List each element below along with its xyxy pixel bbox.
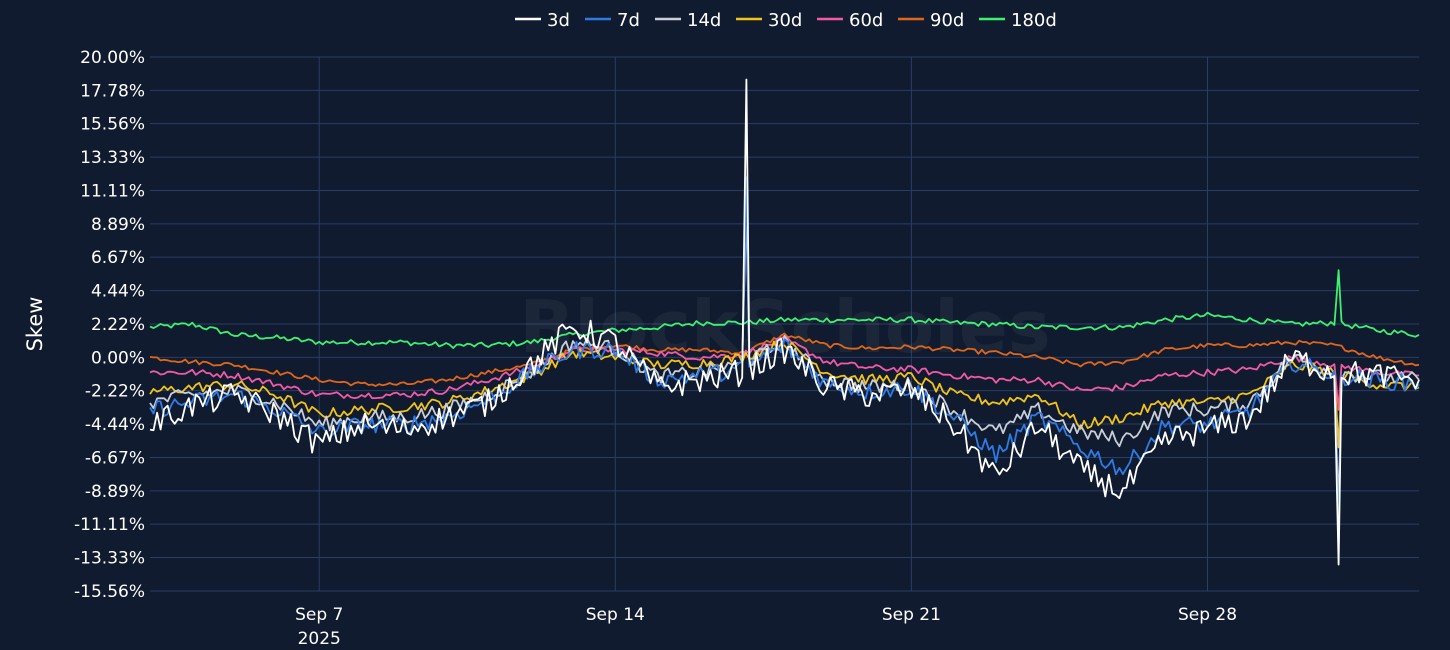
y-tick-label: 15.56%	[80, 115, 145, 135]
series-line-180d	[149, 269, 1420, 349]
y-axis-title: Skew	[23, 297, 47, 352]
series-line-90d	[149, 332, 1420, 387]
watermark: BlockScholes	[519, 285, 1050, 369]
legend-label-30d[interactable]: 30d	[768, 10, 802, 31]
y-tick-label: 17.78%	[80, 81, 145, 101]
y-tick-label: -4.44%	[85, 415, 145, 435]
y-tick-label: 2.22%	[91, 315, 145, 335]
y-axis: 20.00% 17.78% 15.56% 13.33% 11.11% 8.89% 6.67%…	[74, 48, 145, 602]
y-tick-label: 6.67%	[91, 248, 145, 268]
y-tick-label: -15.56%	[74, 582, 145, 602]
y-tick-label: 20.00%	[80, 48, 145, 68]
x-tick-label: Sep 14	[586, 605, 645, 625]
x-tick-label: Sep 21	[882, 605, 941, 625]
y-tick-label: -11.11%	[74, 515, 145, 535]
y-tick-label: -2.22%	[85, 382, 145, 402]
series-lines	[149, 78, 1420, 566]
x-tick-label: Sep 28	[1178, 605, 1237, 625]
grid	[150, 56, 1419, 592]
series-line-30d	[149, 340, 1420, 449]
series-line-3d	[149, 78, 1420, 566]
x-axis: Sep 7 2025 Sep 14 Sep 21 Sep 28	[295, 605, 1237, 649]
y-tick-label: 4.44%	[91, 282, 145, 302]
y-tick-label: -8.89%	[85, 482, 145, 502]
y-tick-label: 11.11%	[80, 182, 145, 202]
x-tick-sublabel: 2025	[298, 629, 341, 649]
y-tick-label: 8.89%	[91, 215, 145, 235]
legend-label-90d[interactable]: 90d	[930, 10, 964, 31]
legend: 3d 7d 14d 30d 60d 90d 180d	[515, 10, 1057, 31]
legend-label-7d[interactable]: 7d	[617, 10, 640, 31]
x-tick-label: Sep 7	[295, 605, 343, 625]
y-tick-label: -6.67%	[85, 449, 145, 469]
legend-label-60d[interactable]: 60d	[849, 10, 883, 31]
y-tick-label: 13.33%	[80, 148, 145, 168]
legend-label-3d[interactable]: 3d	[547, 10, 570, 31]
series-line-14d	[149, 206, 1420, 509]
y-tick-label: -13.33%	[74, 549, 145, 569]
y-tick-label: 0.00%	[91, 348, 145, 368]
legend-label-180d[interactable]: 180d	[1011, 10, 1057, 31]
legend-label-14d[interactable]: 14d	[687, 10, 721, 31]
